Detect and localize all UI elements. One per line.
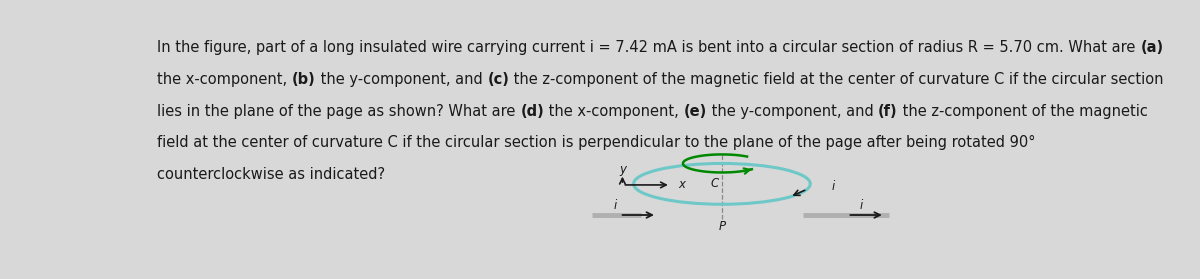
Text: the y-component, and: the y-component, and	[316, 72, 487, 87]
Text: (e): (e)	[684, 104, 707, 119]
Text: the z-component of the magnetic: the z-component of the magnetic	[898, 104, 1147, 119]
Text: C: C	[710, 177, 719, 190]
Text: i: i	[860, 199, 863, 212]
Text: lies in the plane of the page as shown? What are: lies in the plane of the page as shown? …	[157, 104, 521, 119]
Text: P: P	[719, 220, 726, 233]
Text: (b): (b)	[292, 72, 316, 87]
Text: field at the center of curvature C if the circular section is perpendicular to t: field at the center of curvature C if th…	[157, 135, 1036, 150]
Text: counterclockwise as indicated?: counterclockwise as indicated?	[157, 167, 385, 182]
Text: y: y	[619, 163, 626, 175]
Text: the x-component,: the x-component,	[157, 72, 292, 87]
Text: (c): (c)	[487, 72, 509, 87]
Text: the z-component of the magnetic field at the center of curvature C if the circul: the z-component of the magnetic field at…	[509, 72, 1164, 87]
Text: (d): (d)	[521, 104, 544, 119]
Text: x: x	[678, 179, 685, 191]
Text: i: i	[832, 179, 835, 193]
Text: In the figure, part of a long insulated wire carrying current i = 7.42 mA is ben: In the figure, part of a long insulated …	[157, 40, 1140, 55]
Text: the x-component,: the x-component,	[544, 104, 684, 119]
Text: (a): (a)	[1140, 40, 1164, 55]
Text: i: i	[613, 199, 617, 212]
Text: (f): (f)	[878, 104, 898, 119]
Text: the y-component, and: the y-component, and	[707, 104, 878, 119]
